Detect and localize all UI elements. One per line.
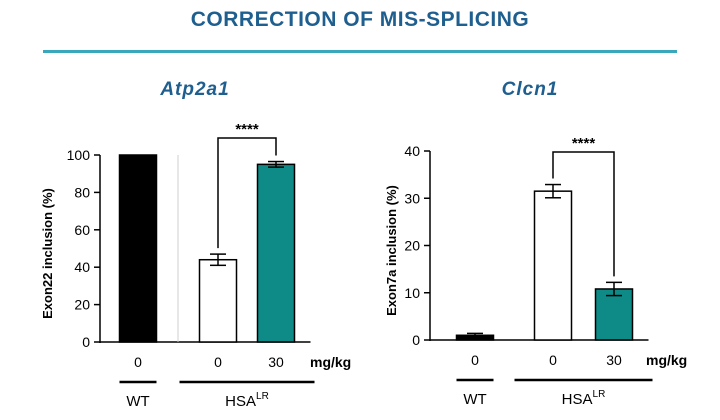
gene-title: Atp2a1: [159, 79, 229, 100]
significance-bracket: [217, 137, 277, 249]
bar: [118, 154, 158, 343]
y-axis-label: Exon7a inclusion (%): [384, 185, 399, 316]
page-title: CORRECTION OF MIS-SPLICING: [190, 8, 530, 31]
y-tick-label: 10: [404, 285, 420, 301]
y-tick-label: 100: [67, 147, 91, 163]
y-tick-label: 40: [74, 259, 90, 275]
gene-title: Clcn1: [502, 79, 559, 100]
y-tick-label: 0: [412, 332, 420, 348]
group-label-text: WT: [126, 393, 149, 410]
y-tick-label: 20: [74, 297, 90, 313]
bar: [198, 258, 238, 343]
group-label-superscript: LR: [256, 391, 269, 402]
group-label: HSALR: [562, 389, 606, 408]
y-tick-label: 40: [404, 143, 420, 159]
group-label: WT: [463, 391, 486, 408]
bar: [594, 288, 634, 341]
dose-label: 0: [134, 354, 142, 370]
bar: [256, 163, 296, 343]
group-label: HSALR: [225, 391, 269, 410]
significance-stars: ****: [572, 135, 596, 152]
dose-label: 30: [606, 352, 622, 368]
group-label-text: HSA: [562, 391, 593, 408]
title-divider: [43, 50, 677, 53]
dose-label: 30: [268, 354, 284, 370]
dose-unit-label: mg/kg: [310, 354, 351, 370]
dose-label: 0: [214, 354, 222, 370]
significance-stars: ****: [235, 121, 259, 138]
y-tick-label: 30: [404, 190, 420, 206]
y-tick-label: 80: [74, 184, 90, 200]
significance-bracket: [552, 151, 615, 277]
y-tick-label: 20: [404, 238, 420, 254]
dose-label: 0: [549, 352, 557, 368]
y-axis-label: Exon22 inclusion (%): [40, 188, 55, 319]
group-label-text: HSA: [225, 393, 256, 410]
y-tick-label: 0: [82, 334, 90, 350]
bar: [533, 190, 573, 341]
group-label-text: WT: [463, 391, 486, 408]
dose-label: 0: [471, 352, 479, 368]
dose-unit-label: mg/kg: [646, 352, 687, 368]
group-label: WT: [126, 393, 149, 410]
y-tick-label: 60: [74, 222, 90, 238]
group-label-superscript: LR: [593, 389, 606, 400]
